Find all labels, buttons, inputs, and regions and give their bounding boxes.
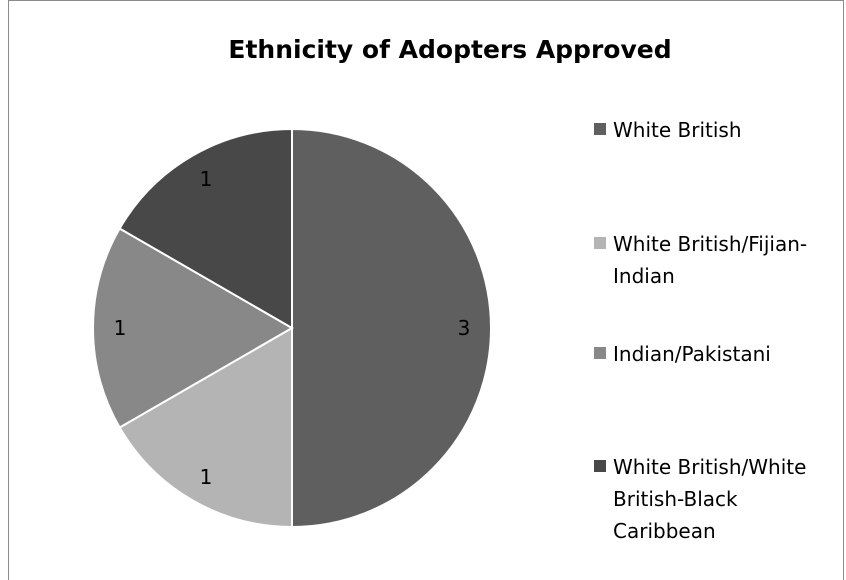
chart-title: Ethnicity of Adopters Approved [228,35,672,64]
pie-slice-white-british-white-british-black-caribbean [118,127,293,330]
data-label-white-british-white-british-black-caribbean: 1 [200,167,213,191]
legend-swatch [594,123,606,135]
data-label-indian-pakistani: 1 [114,316,127,340]
legend-swatch [594,460,606,472]
legend-label: White British [613,118,742,142]
legend-swatch [594,347,606,359]
legend-swatch [594,237,606,249]
legend-item-white-british: White British [594,114,841,146]
data-label-white-british: 3 [458,316,471,340]
legend-item-white-british-fijian-indian: White British/Fijian- Indian [594,228,841,292]
pie-slice-white-british-fijian-indian [118,326,293,529]
data-label-white-british-fijian-indian: 1 [200,465,213,489]
pie-slice-indian-pakistani [92,227,294,429]
pie-slice-white-british [291,127,492,529]
legend-label: Indian/Pakistani [613,342,771,366]
legend-label: White British/White British-Black Caribb… [613,455,807,543]
legend-label: White British/Fijian- Indian [613,232,808,288]
chart-legend: White British White British/Fijian- Indi… [594,0,844,580]
legend-item-white-british-black-caribbean: White British/White British-Black Caribb… [594,451,841,547]
legend-item-indian-pakistani: Indian/Pakistani [594,338,841,370]
